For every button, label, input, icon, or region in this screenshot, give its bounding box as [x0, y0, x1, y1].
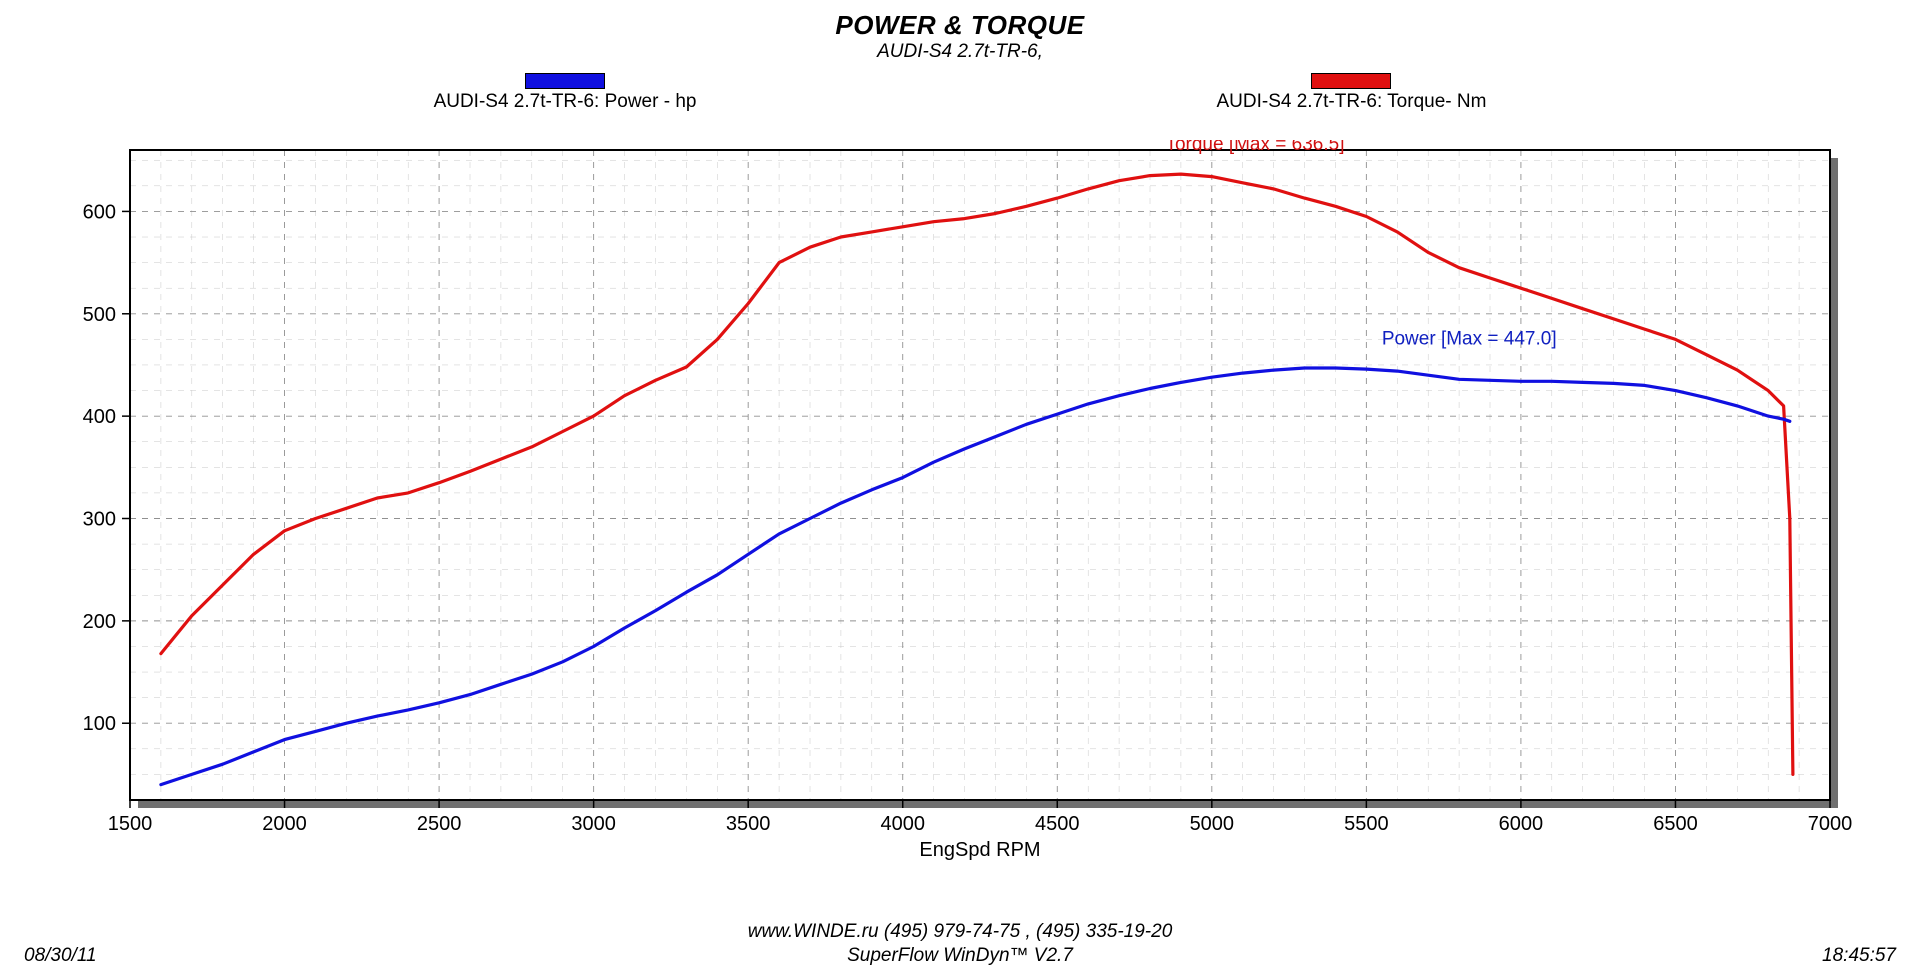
chart-subtitle: AUDI-S4 2.7t-TR-6, — [0, 41, 1920, 63]
svg-text:Power [Max = 447.0]: Power [Max = 447.0] — [1382, 328, 1557, 349]
legend-item-power: AUDI-S4 2.7t-TR-6: Power - hp — [434, 73, 697, 113]
legend-row: AUDI-S4 2.7t-TR-6: Power - hp AUDI-S4 2.… — [0, 73, 1920, 113]
legend-label-torque: AUDI-S4 2.7t-TR-6: Torque- Nm — [1216, 91, 1486, 113]
svg-text:4500: 4500 — [1035, 813, 1080, 835]
svg-text:2500: 2500 — [417, 813, 462, 835]
chart-area: 1500 2000 2500 3000 3500 4000 4500 5000 5500 6000… — [60, 140, 1860, 925]
svg-text:EngSpd RPM: EngSpd RPM — [919, 839, 1040, 861]
footer-time: 18:45:57 — [1822, 945, 1896, 967]
svg-text:5500: 5500 — [1344, 813, 1389, 835]
svg-text:600: 600 — [83, 201, 116, 223]
footer-line2: SuperFlow WinDyn™ V2.7 — [0, 944, 1920, 969]
svg-text:7000: 7000 — [1808, 813, 1853, 835]
svg-text:300: 300 — [83, 509, 116, 531]
svg-text:200: 200 — [83, 611, 116, 633]
svg-text:3500: 3500 — [726, 813, 771, 835]
dyno-chart: 1500 2000 2500 3000 3500 4000 4500 5000 5500 6000… — [60, 140, 1860, 920]
legend-swatch-torque — [1311, 73, 1391, 89]
footer-center: www.WINDE.ru (495) 979-74-75 , (495) 335… — [0, 920, 1920, 969]
legend-item-torque: AUDI-S4 2.7t-TR-6: Torque- Nm — [1216, 73, 1486, 113]
footer-date: 08/30/11 — [24, 945, 97, 967]
svg-text:500: 500 — [83, 304, 116, 326]
svg-text:100: 100 — [83, 713, 116, 735]
footer-line1: www.WINDE.ru (495) 979-74-75 , (495) 335… — [0, 920, 1920, 945]
svg-text:6500: 6500 — [1653, 813, 1698, 835]
svg-text:1500: 1500 — [108, 813, 153, 835]
svg-text:5000: 5000 — [1190, 813, 1235, 835]
svg-text:400: 400 — [83, 406, 116, 428]
legend-label-power: AUDI-S4 2.7t-TR-6: Power - hp — [434, 91, 697, 113]
chart-title: POWER & TORQUE — [0, 10, 1920, 41]
svg-text:6000: 6000 — [1499, 813, 1544, 835]
svg-text:4000: 4000 — [880, 813, 925, 835]
svg-text:Torque [Max = 636.5]: Torque [Max = 636.5] — [1165, 140, 1344, 155]
svg-text:3000: 3000 — [571, 813, 616, 835]
svg-text:2000: 2000 — [262, 813, 307, 835]
legend-swatch-power — [525, 73, 605, 89]
